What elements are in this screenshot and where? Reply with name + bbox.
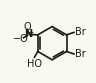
Text: O: O: [24, 22, 31, 32]
Text: N: N: [24, 29, 32, 39]
Text: −O: −O: [13, 34, 29, 44]
Text: Br: Br: [75, 49, 86, 59]
Text: Br: Br: [75, 27, 86, 37]
Text: HO: HO: [27, 59, 42, 69]
Text: +: +: [27, 28, 34, 37]
